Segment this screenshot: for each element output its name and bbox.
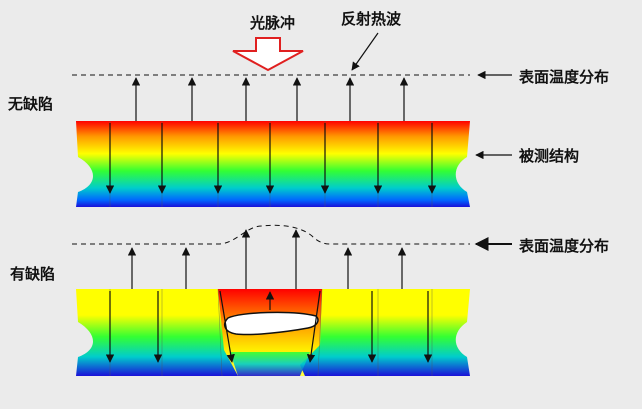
heat-down-arrows-top bbox=[105, 123, 437, 194]
label-surface-temperature-top: 表面温度分布 bbox=[519, 68, 610, 86]
defect-below-zone bbox=[230, 352, 310, 376]
label-light-pulse: 光脉冲 bbox=[250, 14, 296, 32]
reflected-up-arrows-top bbox=[131, 77, 409, 121]
label-surface-temperature-bottom: 表面温度分布 bbox=[519, 237, 610, 255]
reflected-up-arrows-bottom bbox=[127, 229, 407, 289]
heat-down-arrows-bottom bbox=[105, 290, 433, 363]
label-test-structure: 被测结构 bbox=[519, 147, 580, 165]
label-has-defect: 有缺陷 bbox=[10, 265, 56, 283]
label-no-defect: 无缺陷 bbox=[8, 95, 54, 113]
light-pulse-arrow-icon bbox=[232, 37, 304, 72]
structure-block-top bbox=[76, 121, 470, 207]
internal-defect-void bbox=[223, 311, 319, 336]
label-reflected-heat-wave: 反射热波 bbox=[341, 10, 402, 28]
surface-dashed-line-bottom bbox=[72, 224, 470, 245]
reflected-wave-pointer bbox=[351, 32, 379, 71]
